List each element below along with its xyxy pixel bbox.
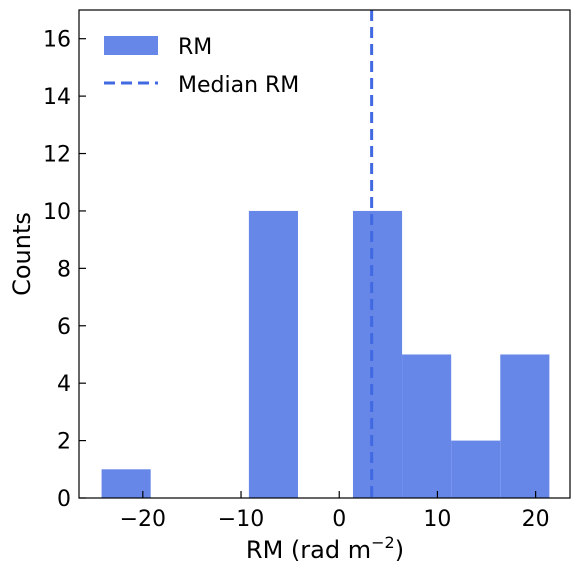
- x-axis-title: RM (rad m−2): [246, 533, 404, 564]
- x-axis-ticks: −20 −10 0 10 20: [120, 491, 550, 532]
- x-tick-label: −10: [218, 507, 264, 532]
- y-tick-label: 0: [57, 487, 71, 512]
- x-tick-label: −20: [120, 507, 166, 532]
- legend-rm-patch: [104, 36, 158, 55]
- y-tick-label: 12: [43, 143, 71, 168]
- legend-median-label: Median RM: [178, 73, 299, 98]
- x-tick-label: 0: [332, 507, 346, 532]
- histogram-bar: [248, 210, 298, 499]
- histogram-bar: [352, 210, 403, 499]
- legend-rm-label: RM: [178, 35, 212, 60]
- x-axis-title-exponent: −2: [371, 533, 395, 552]
- plot-frame: [78, 9, 571, 499]
- x-axis-title-end: ): [395, 536, 404, 564]
- histogram-bar: [402, 354, 452, 498]
- histogram-bar: [451, 440, 501, 498]
- y-tick-label: 16: [43, 28, 71, 53]
- histogram-bar: [500, 354, 550, 498]
- x-axis-title-main: RM (rad m: [246, 536, 371, 564]
- y-tick-label: 6: [57, 315, 71, 340]
- legend: RM Median RM: [104, 35, 299, 98]
- y-tick-label: 4: [57, 372, 71, 397]
- y-axis-ticks: 0 2 4 6 8 10 12 14 16: [43, 28, 86, 512]
- y-tick-label: 10: [43, 200, 71, 225]
- y-tick-label: 8: [57, 257, 71, 282]
- y-tick-label: 14: [43, 85, 71, 110]
- y-axis-title: Counts: [8, 212, 36, 296]
- x-tick-label: 10: [423, 507, 451, 532]
- histogram-bars: [101, 210, 550, 499]
- y-tick-label: 2: [57, 430, 71, 455]
- x-tick-label: 20: [522, 507, 550, 532]
